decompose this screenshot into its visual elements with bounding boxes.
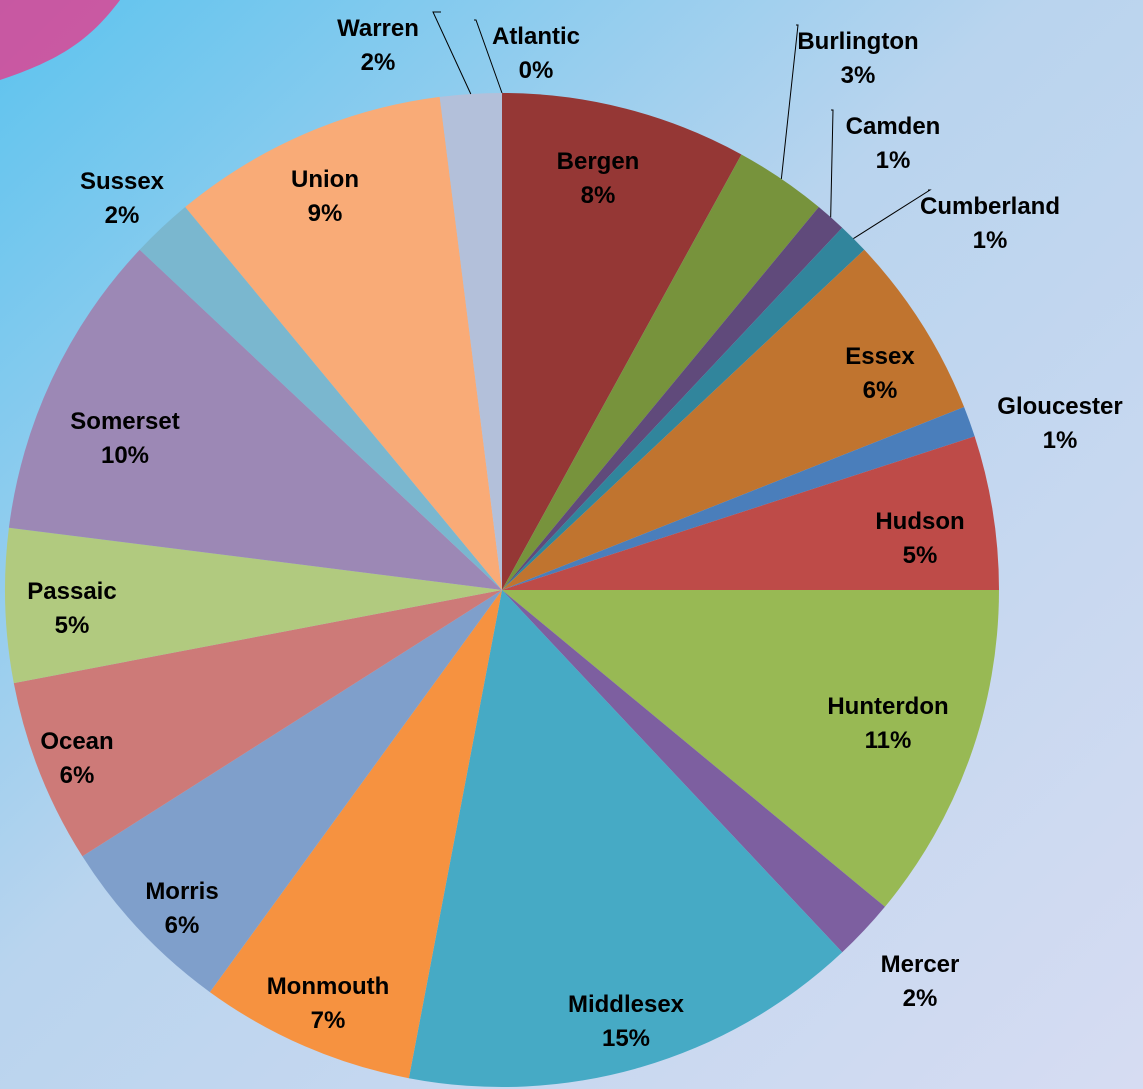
page: Atlantic 0% Bergen 8% Burlington 3% Camden 1% Cu…: [0, 0, 1143, 1089]
slice-value: 1%: [973, 227, 1008, 254]
slice-value: 15%: [602, 1025, 650, 1052]
slice-value: 11%: [865, 727, 912, 754]
slice-value: 1%: [876, 147, 911, 174]
slice-name: Morris: [145, 878, 218, 905]
slice-name: Essex: [845, 343, 915, 370]
slice-value: 5%: [903, 542, 938, 569]
slice-value: 2%: [903, 985, 938, 1012]
slice-value: 0%: [519, 57, 554, 84]
slice-value: 10%: [101, 442, 149, 469]
slice-value: 2%: [361, 49, 396, 76]
slice-name: Sussex: [80, 168, 165, 195]
slice-value: 6%: [60, 762, 95, 789]
slice-name: Mercer: [881, 951, 960, 978]
slice-value: 5%: [55, 612, 90, 639]
slice-name: Gloucester: [997, 393, 1122, 420]
slice-value: 8%: [581, 182, 616, 209]
slice-value: 9%: [308, 200, 343, 227]
slice-name: Cumberland: [920, 193, 1060, 220]
slice-name: Hunterdon: [827, 693, 948, 720]
slice-value: 3%: [841, 62, 876, 89]
slice-name: Ocean: [40, 728, 113, 755]
slice-value: 7%: [311, 1007, 346, 1034]
slice-name: Bergen: [557, 148, 640, 175]
slice-name: Atlantic: [492, 23, 580, 50]
slice-name: Passaic: [27, 578, 116, 605]
slice-name: Union: [291, 166, 359, 193]
slice-value: 6%: [165, 912, 200, 939]
slice-name: Monmouth: [267, 973, 390, 1000]
slice-value: 1%: [1043, 427, 1078, 454]
slice-name: Warren: [337, 15, 419, 42]
slice-name: Somerset: [70, 408, 179, 435]
slice-name: Hudson: [875, 508, 964, 535]
slice-name: Middlesex: [568, 991, 685, 1018]
slice-name: Camden: [846, 113, 941, 140]
slice-name: Burlington: [797, 28, 918, 55]
chart: Atlantic 0% Bergen 8% Burlington 3% Camden 1% Cu…: [0, 0, 1143, 1089]
pie: [5, 93, 999, 1087]
slice-value: 6%: [863, 377, 898, 404]
slice-value: 2%: [105, 202, 140, 229]
